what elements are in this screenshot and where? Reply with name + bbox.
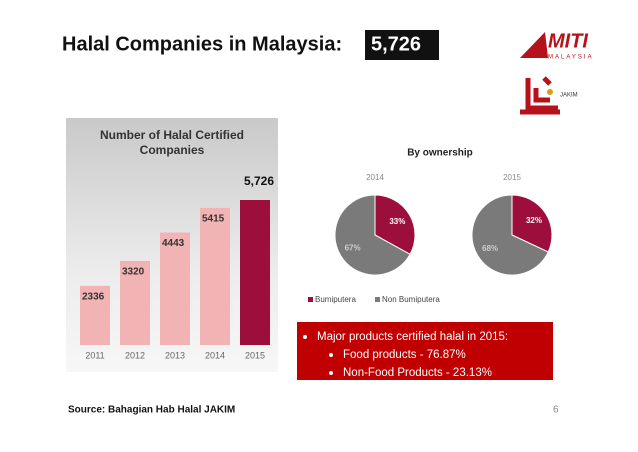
bar (120, 260, 150, 345)
highlight-label: 5,726 (244, 174, 274, 188)
value-label: 2336 (82, 291, 105, 302)
page-number: 6 (553, 405, 559, 416)
slice-label: 33% (389, 217, 405, 226)
bar (200, 207, 230, 345)
bullet (329, 371, 333, 375)
pie-name: 2014 (366, 173, 384, 182)
legend-swatch (375, 297, 380, 302)
bar (160, 232, 190, 345)
pie-slice (334, 194, 411, 276)
slide-title: Halal Companies in Malaysia: (62, 33, 342, 55)
slice-label: 68% (482, 244, 498, 253)
miti-logo: MITI MALAYSIA (520, 30, 594, 61)
x-tick-label: 2015 (245, 350, 265, 360)
x-tick-label: 2014 (205, 350, 225, 360)
callout-item: Major products certified halal in 2015: (317, 331, 508, 343)
x-tick-label: 2012 (125, 350, 145, 360)
callout-item: Non-Food Products - 23.13% (343, 367, 492, 379)
highlight-box (365, 30, 439, 60)
pie-chart: By ownership 2014 33% 67% 2015 32% 68% Bumipute… (308, 148, 553, 304)
x-tick-label: 2011 (85, 350, 104, 360)
jakim-text: JAKIM (560, 93, 578, 99)
miti-sub: MALAYSIA (548, 55, 594, 61)
value-label: 4443 (162, 238, 185, 249)
x-tick-label: 2013 (165, 350, 185, 360)
legend-label: Bumiputera (315, 295, 356, 304)
bar-chart: 2336 2011 3320 2012 4443 2013 5415 2014 5,726 201… (80, 174, 274, 360)
source: Source: Bahagian Hab Halal JAKIM (68, 405, 235, 416)
callout-item: Food products - 76.87% (343, 349, 466, 361)
pie-slice (471, 194, 549, 276)
miti-text: MITI (548, 30, 588, 52)
bar (240, 200, 270, 345)
bar (80, 285, 110, 345)
jakim-logo: JAKIM (520, 76, 578, 115)
pie-slice (374, 194, 416, 255)
pie-slice (511, 194, 553, 253)
callout-box (297, 322, 553, 380)
legend-swatch (308, 297, 313, 302)
legend-label: Non Bumiputera (382, 295, 440, 304)
slice-label: 67% (345, 243, 361, 252)
value-label: 3320 (122, 267, 145, 278)
pie-name: 2015 (503, 173, 521, 182)
bullet (329, 353, 333, 357)
pie-title: By ownership (407, 148, 473, 159)
value-label: 5415 (202, 214, 225, 225)
bar-chart-title: Number of Halal Certified Companies (99, 128, 245, 157)
slice-label: 32% (526, 216, 542, 225)
highlight-value: 5,726 (371, 33, 421, 55)
bullet (303, 335, 307, 339)
callout: Major products certified halal in 2015: F… (303, 331, 508, 379)
